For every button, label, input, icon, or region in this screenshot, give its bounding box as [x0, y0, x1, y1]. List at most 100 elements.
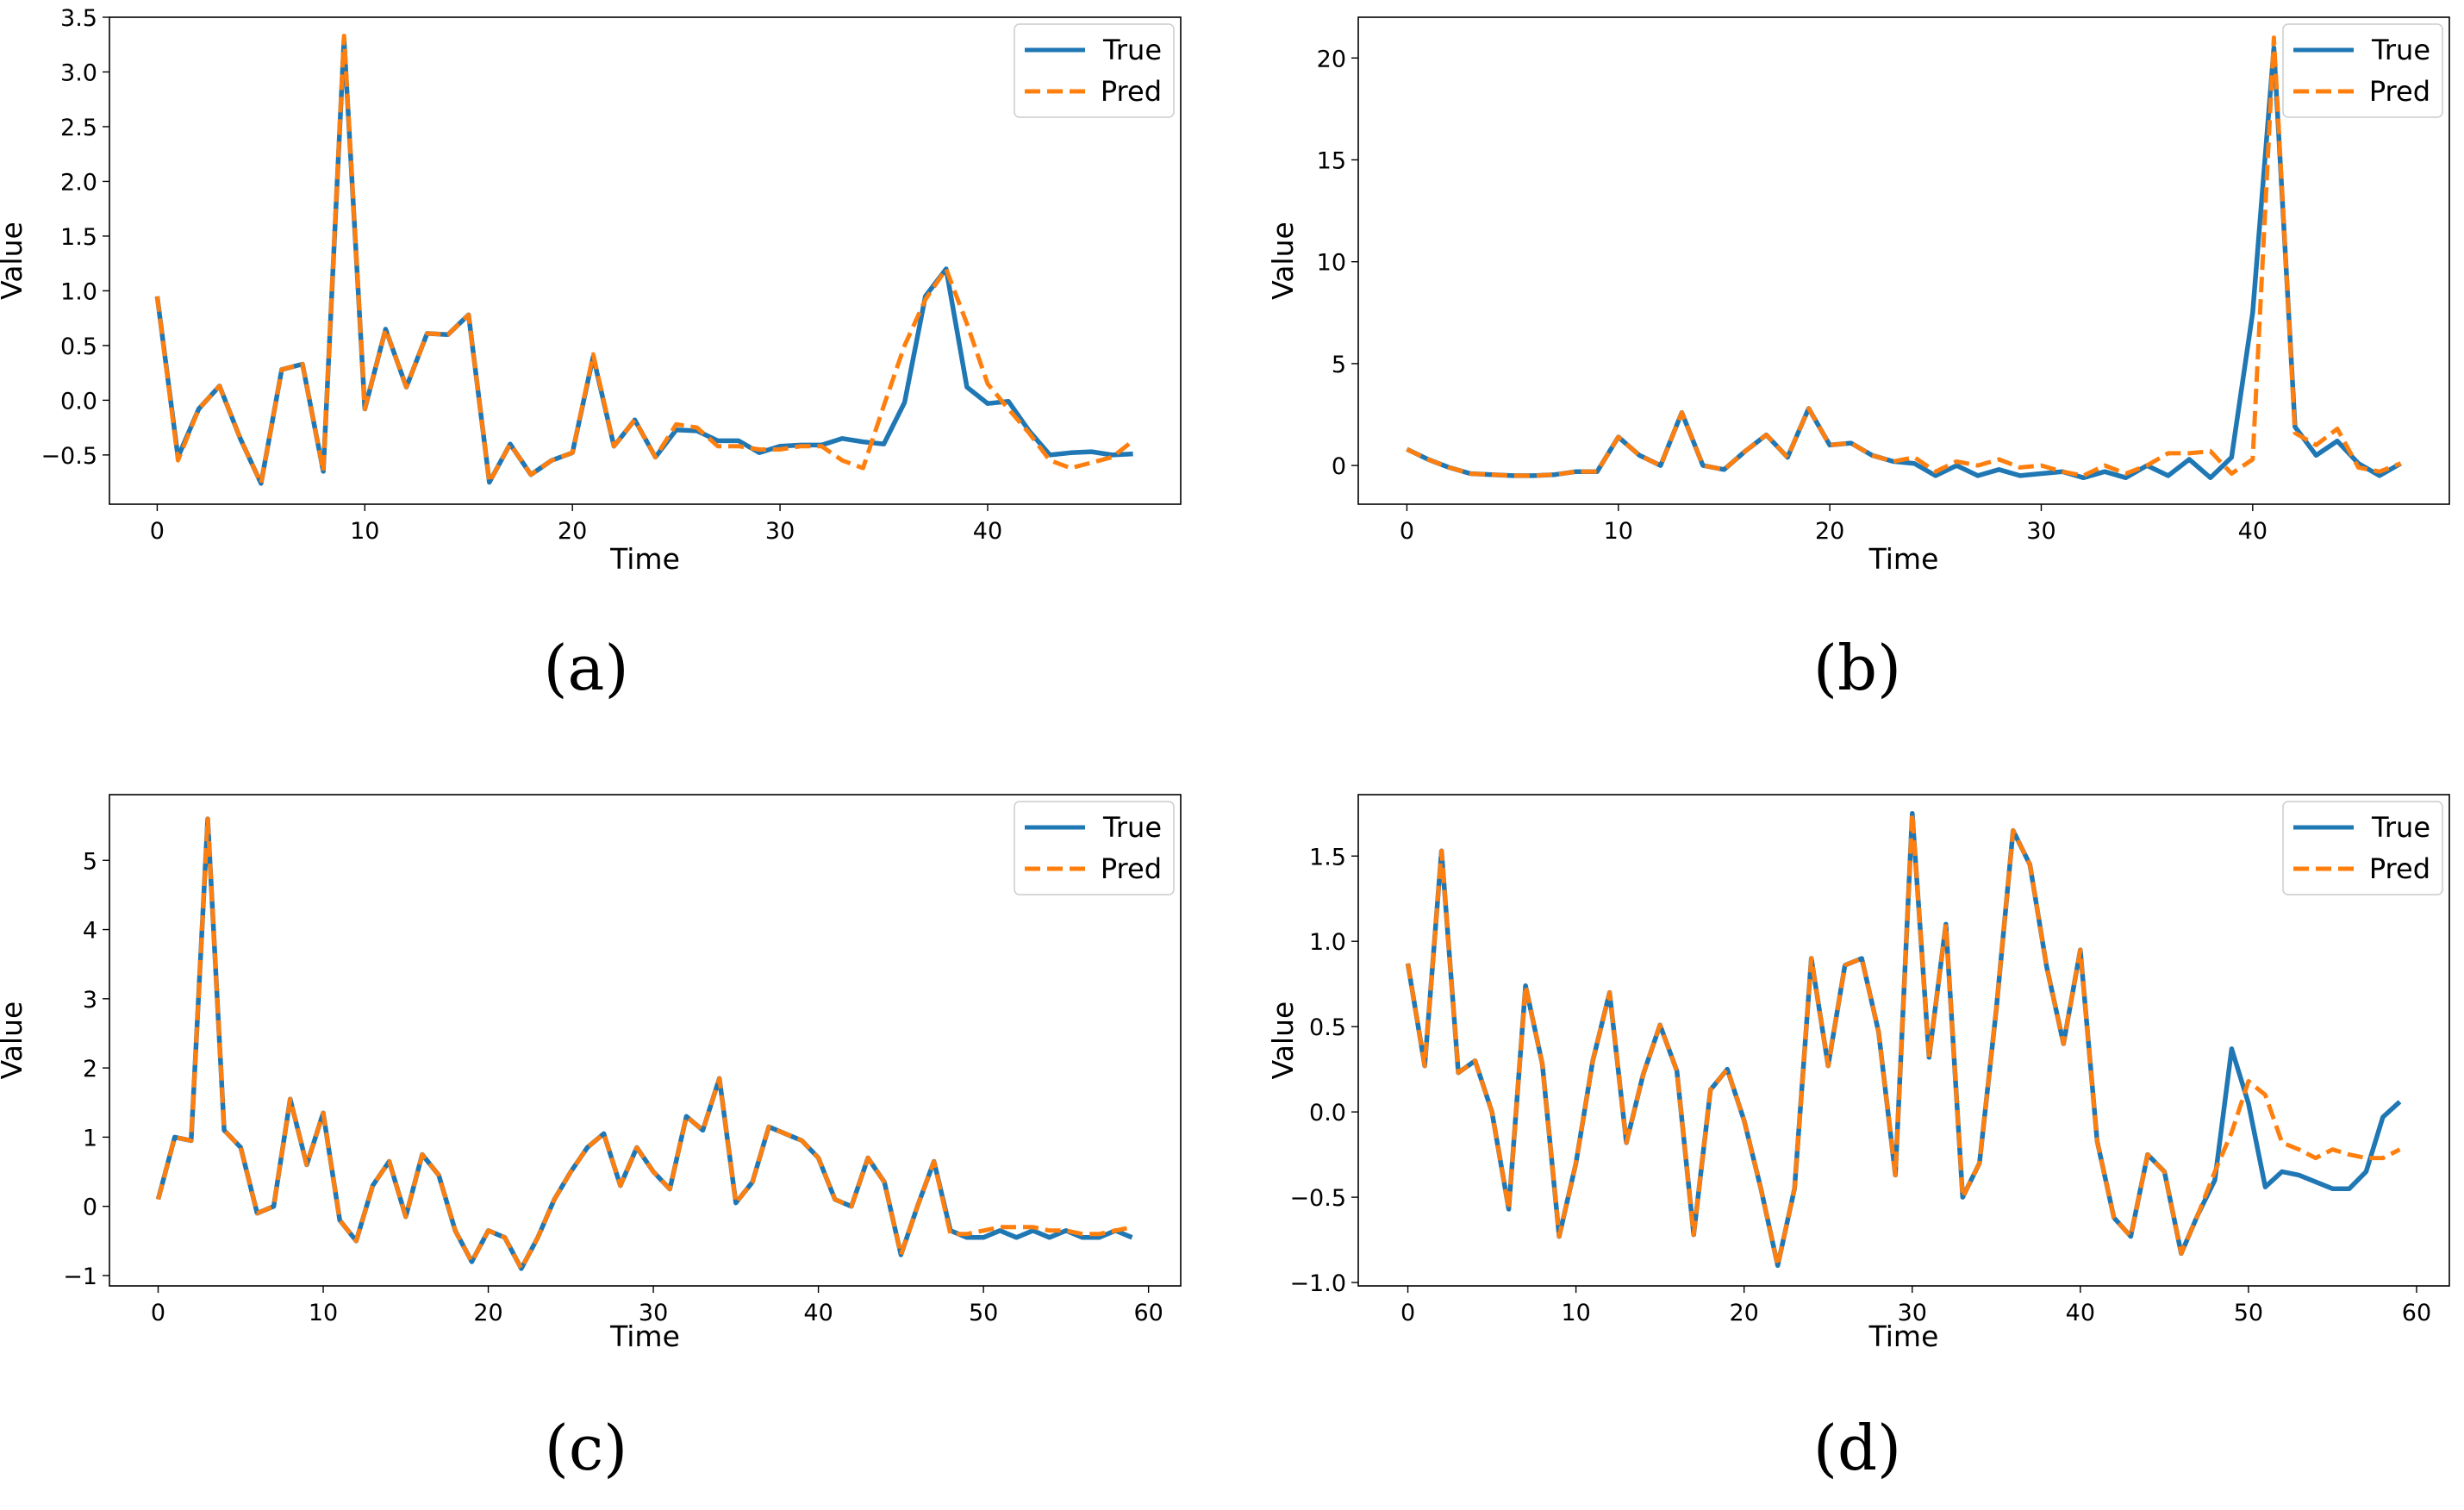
y-tick-label: 3.5 [60, 5, 97, 32]
x-tick-label: 20 [473, 1300, 502, 1326]
panel-caption: (b) [1813, 632, 1901, 704]
y-axis-label: Value [0, 222, 28, 300]
series-line-pred [154, 34, 1135, 486]
y-tick-label: 0 [1332, 453, 1346, 480]
legend-box [1014, 23, 1175, 118]
y-tick-label: 0.5 [1309, 1014, 1346, 1041]
y-tick-label: 2 [83, 1056, 97, 1083]
x-tick-label: 60 [2402, 1300, 2431, 1326]
y-tick-label: 1.5 [60, 224, 97, 251]
chart-panel-c: 0 10 20 30 40 50 60 −1 0 1 2 3 4 5 Time Value True Pred (c… [0, 794, 1182, 1484]
series-group [155, 816, 1133, 1271]
x-axis-label: Time [1868, 542, 1939, 576]
x-tick-label: 50 [969, 1300, 998, 1326]
series-line-true [154, 36, 1133, 486]
legend-label-pred: Pred [2369, 852, 2430, 885]
series-group [154, 34, 1135, 486]
x-tick-label: 40 [803, 1300, 833, 1326]
y-tick-label: 2.0 [60, 169, 97, 196]
y-tick-label: 2.5 [60, 115, 97, 141]
y-axis-label: Value [1266, 1001, 1300, 1080]
x-tick-label: 0 [150, 518, 165, 545]
y-tick-label: 1 [83, 1125, 97, 1151]
y-axis-label: Value [1266, 222, 1300, 300]
y-tick-label: 1.5 [1309, 844, 1346, 870]
x-tick-label: 20 [1730, 1300, 1759, 1326]
legend: True Pred [2282, 23, 2443, 118]
series-line-pred [1406, 35, 2402, 478]
y-tick-label: 5 [1332, 352, 1346, 378]
x-tick-label: 30 [2026, 518, 2055, 545]
chart-panel-d: 0 10 20 30 40 50 60 −1.0 −0.5 0.0 0.5 1.0 1.5 Time Val… [1266, 794, 2450, 1484]
x-tick-label: 30 [765, 518, 795, 545]
plot-frame [1357, 794, 2450, 1287]
y-tick-label: 1.0 [60, 278, 97, 305]
x-tick-label: 40 [2066, 1300, 2095, 1326]
legend-label-pred: Pred [2369, 75, 2430, 108]
series-line-true [155, 816, 1133, 1271]
y-tick-label: 20 [1317, 46, 1346, 72]
x-tick-label: 0 [151, 1300, 165, 1326]
panel-caption: (d) [1813, 1412, 1901, 1484]
x-tick-label: 10 [350, 518, 379, 545]
legend-label-pred: Pred [1101, 75, 1162, 108]
x-tick-label: 50 [2234, 1300, 2263, 1326]
legend-box [1014, 801, 1175, 895]
y-tick-label: −0.5 [41, 443, 97, 470]
series-line-true [1405, 811, 2402, 1269]
y-tick-label: 0.5 [60, 334, 97, 360]
legend-label-true: True [2371, 811, 2430, 844]
y-tick-label: 1.0 [1309, 929, 1346, 956]
y-tick-label: −1 [63, 1264, 97, 1290]
y-tick-label: 4 [83, 918, 97, 945]
chart-panel-a: 0 10 20 30 40 −0.5 0.0 0.5 1.0 1.5 2.0 2.5 3.0 3.5 Tim… [0, 5, 1182, 704]
legend-label-true: True [1102, 811, 1162, 844]
legend: True Pred [1014, 23, 1175, 118]
legend: True Pred [2282, 801, 2443, 895]
x-axis-label: Time [609, 542, 680, 576]
y-tick-label: 0.0 [60, 388, 97, 415]
y-tick-label: 15 [1317, 147, 1346, 174]
y-tick-label: −1.0 [1289, 1270, 1346, 1297]
y-tick-label: 0.0 [1309, 1100, 1346, 1126]
legend-label-pred: Pred [1101, 852, 1162, 885]
plot-frame [109, 16, 1182, 505]
x-tick-label: 40 [2238, 518, 2268, 545]
y-tick-label: 5 [83, 848, 97, 875]
legend: True Pred [1014, 801, 1175, 895]
series-line-true [1406, 45, 2402, 481]
y-tick-label: 3 [83, 987, 97, 1014]
legend-box [2282, 801, 2443, 895]
x-tick-label: 20 [1815, 518, 1844, 545]
x-tick-label: 0 [1400, 518, 1414, 545]
legend-box [2282, 23, 2443, 118]
x-tick-label: 0 [1400, 1300, 1415, 1326]
series-group [1406, 35, 2402, 481]
x-tick-label: 20 [558, 518, 587, 545]
legend-label-true: True [2371, 34, 2430, 66]
y-tick-label: 0 [83, 1195, 97, 1221]
y-tick-label: 10 [1317, 250, 1346, 277]
plot-frame [109, 794, 1182, 1287]
panel-caption: (c) [545, 1412, 628, 1484]
x-tick-label: 40 [973, 518, 1002, 545]
x-axis-label: Time [609, 1320, 680, 1353]
x-tick-label: 10 [1604, 518, 1633, 545]
y-tick-label: 3.0 [60, 59, 97, 86]
legend-label-true: True [1102, 34, 1162, 66]
series-line-pred [1406, 811, 2401, 1268]
x-tick-label: 10 [309, 1300, 338, 1326]
x-tick-label: 10 [1561, 1300, 1590, 1326]
y-tick-label: −0.5 [1289, 1185, 1346, 1212]
panel-caption: (a) [543, 632, 628, 704]
chart-panel-b: 0 10 20 30 40 0 5 10 15 20 Time Value True Pred (b) [1266, 16, 2450, 704]
series-line-pred [156, 816, 1133, 1271]
x-tick-label: 60 [1133, 1300, 1163, 1326]
plot-frame [1357, 16, 2450, 505]
x-tick-label: 30 [639, 1300, 668, 1326]
series-group [1405, 811, 2402, 1269]
x-axis-label: Time [1868, 1320, 1939, 1353]
y-axis-label: Value [0, 1001, 28, 1080]
x-tick-label: 30 [1898, 1300, 1927, 1326]
